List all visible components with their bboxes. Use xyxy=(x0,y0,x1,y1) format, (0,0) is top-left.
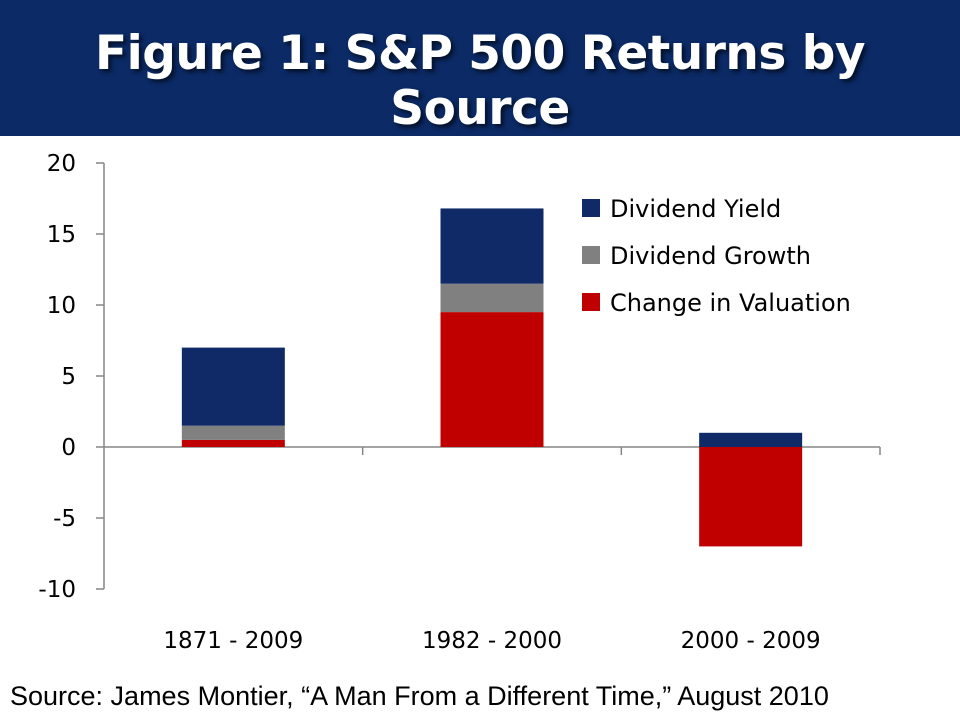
source-caption: Source: James Montier, “A Man From a Dif… xyxy=(10,681,829,711)
bar-dividend-yield xyxy=(181,347,285,426)
page-title: Figure 1: S&P 500 Returns by Source xyxy=(95,26,865,136)
x-tick-label: 2000 - 2009 xyxy=(681,628,821,654)
legend-swatch-change-in-valuation xyxy=(582,293,600,311)
y-tick-label: 15 xyxy=(47,222,76,248)
y-tick-label: -10 xyxy=(38,577,76,603)
bar-dividend-growth xyxy=(181,425,285,440)
bar-dividend-growth xyxy=(440,283,544,313)
chart-legend: Dividend Yield Dividend Growth Change in V… xyxy=(582,195,851,317)
bar-change-in-valuation xyxy=(181,439,285,447)
bar-dividend-yield xyxy=(699,432,803,447)
y-tick-label: 0 xyxy=(61,435,76,461)
title-bar: Figure 1: S&P 500 Returns by Source xyxy=(0,0,960,136)
legend-swatch-dividend-yield xyxy=(582,199,600,217)
legend-label-change-in-valuation: Change in Valuation xyxy=(610,289,851,317)
bar-change-in-valuation xyxy=(699,447,803,547)
x-tick-label: 1871 - 2009 xyxy=(163,628,303,654)
legend-swatch-dividend-growth xyxy=(582,246,600,264)
bar-dividend-yield xyxy=(440,208,544,284)
y-tick-label: -5 xyxy=(53,506,76,532)
y-tick-label: 10 xyxy=(47,293,76,319)
legend-label-dividend-growth: Dividend Growth xyxy=(610,242,811,270)
chart-bars xyxy=(181,208,803,547)
bar-change-in-valuation xyxy=(440,312,544,447)
x-axis-tick-labels: 1871 - 2009 1982 - 2000 2000 - 2009 xyxy=(163,628,820,654)
y-tick-label: 5 xyxy=(61,364,76,390)
stacked-bar-chart: 20 15 10 5 0 -5 -10 1871 - 2009 1982 - 2000 2000… xyxy=(38,151,881,654)
x-tick-label: 1982 - 2000 xyxy=(422,628,562,654)
legend-label-dividend-yield: Dividend Yield xyxy=(610,195,781,223)
y-axis-tick-labels: 20 15 10 5 0 -5 -10 xyxy=(38,151,76,603)
y-tick-label: 20 xyxy=(47,151,76,177)
